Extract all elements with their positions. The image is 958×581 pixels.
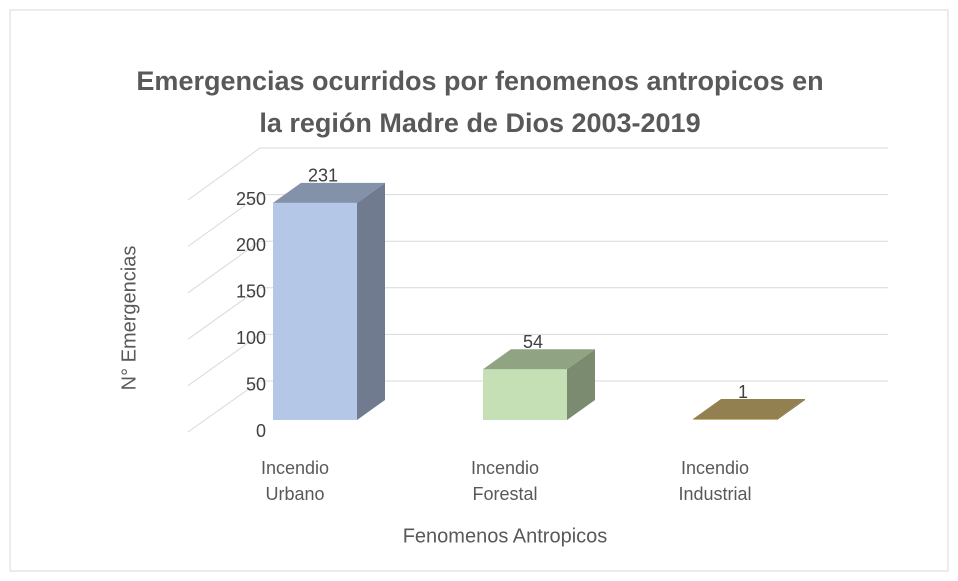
y-tick-label: 0: [256, 421, 266, 441]
bar: [693, 419, 777, 420]
data-label: 54: [523, 332, 543, 352]
data-label: 231: [308, 166, 338, 186]
grid-line: [187, 380, 261, 433]
bar-top: [483, 349, 595, 370]
y-tick-label: 200: [236, 235, 266, 255]
y-tick-label: 150: [236, 282, 266, 302]
grid-line: [187, 333, 261, 387]
x-tick-label: Incendio Forestal: [470, 458, 540, 504]
bar-side: [777, 399, 805, 420]
bar: [483, 369, 567, 420]
bar: [273, 202, 357, 420]
chart-title: Emergencias ocurridos por fenomenos antr…: [136, 66, 824, 138]
y-tick-label: 50: [246, 374, 266, 394]
grid-line: [187, 287, 261, 340]
y-tick-label: 250: [236, 189, 266, 209]
bar-side: [567, 349, 595, 420]
x-tick-label: Incendio Industrial: [678, 458, 752, 504]
bar-side: [357, 182, 385, 420]
grid-line: [187, 240, 261, 294]
data-label: 1: [738, 382, 748, 402]
bar-top: [693, 399, 805, 420]
x-tick-label: Incendio Urbano: [260, 458, 330, 504]
bar-top: [273, 182, 385, 203]
y-axis-title: N° Emergencias: [118, 246, 140, 391]
x-axis-title: Fenomenos Antropicos: [403, 525, 608, 547]
chart-border: [9, 9, 949, 572]
y-tick-label: 100: [236, 328, 266, 348]
grid-line: [187, 147, 261, 201]
grid-line: [187, 194, 261, 247]
